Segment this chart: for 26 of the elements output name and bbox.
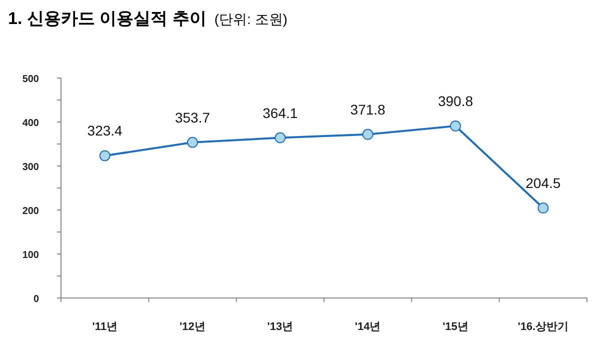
chart-subtitle: (단위: 조원): [214, 11, 288, 27]
x-tick-label: '16.상반기: [518, 321, 569, 333]
x-tick-label: '13년: [267, 321, 294, 333]
y-tick-label: 400: [22, 118, 40, 129]
y-tick-label: 200: [22, 206, 40, 217]
data-label: 353.7: [174, 109, 210, 126]
point: [538, 202, 549, 214]
y-tick-label: 0: [33, 294, 40, 305]
point: [450, 120, 461, 132]
data-label: 323.4: [87, 122, 123, 139]
point: [187, 136, 198, 148]
y-tick-label: 300: [22, 162, 40, 173]
data-label: 204.5: [526, 175, 561, 192]
x-tick-label: '11년: [92, 321, 118, 333]
x-tick-label: '12년: [180, 321, 206, 333]
point: [99, 150, 110, 162]
x-tick-label: '15년: [442, 321, 468, 333]
chart-title: 1. 신용카드 이용실적 추이: [8, 9, 206, 28]
y-tick-label: 500: [22, 74, 40, 85]
x-tick-label: '14년: [354, 321, 381, 333]
point: [362, 128, 374, 140]
data-label: 371.8: [350, 101, 386, 118]
y-tick-label: 100: [22, 250, 40, 261]
data-label: 390.8: [438, 93, 474, 110]
point: [274, 132, 286, 144]
data-label: 364.1: [262, 104, 298, 121]
